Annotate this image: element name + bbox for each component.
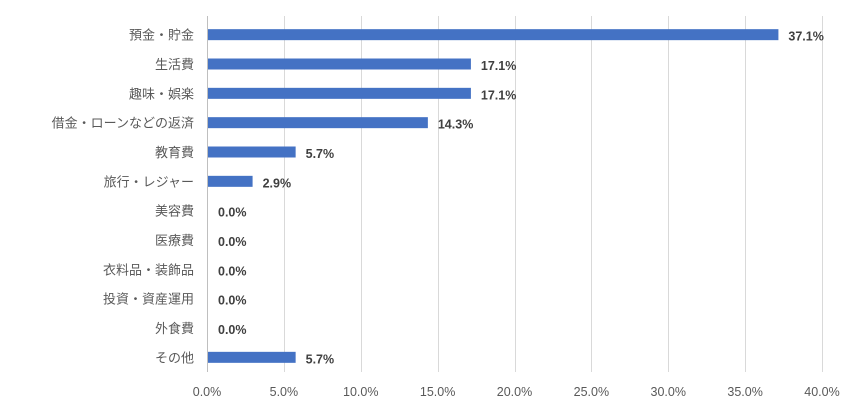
data-label: 17.1% <box>481 88 516 102</box>
x-tick-label: 15.0% <box>420 385 455 399</box>
x-tick-labels: 0.0% 5.0% 10.0% 15.0% 20.0% 25.0% 30.0% 35.0% 40… <box>193 385 840 399</box>
bar <box>208 29 779 41</box>
bar <box>208 117 428 129</box>
category-label: 投資・資産運用 <box>103 292 194 308</box>
data-label: 17.1% <box>481 59 516 73</box>
category-labels: 預金・貯金生活費趣味・娯楽借金・ローンなどの返済教育費旅行・レジャー美容費医療費… <box>52 28 194 367</box>
data-label: 0.0% <box>218 294 247 308</box>
data-label: 0.0% <box>218 323 247 337</box>
category-label: 預金・貯金 <box>129 28 194 44</box>
x-tick-label: 25.0% <box>574 385 609 399</box>
x-tick-label: 30.0% <box>651 385 686 399</box>
category-label: 衣料品・装飾品 <box>103 262 194 278</box>
x-tick-label: 35.0% <box>727 385 762 399</box>
x-tick-label: 10.0% <box>343 385 378 399</box>
data-label: 2.9% <box>263 176 292 190</box>
x-tick-label: 0.0% <box>193 385 222 399</box>
category-label: 美容費 <box>155 204 194 220</box>
bar <box>208 351 296 363</box>
bar <box>208 87 471 99</box>
bar <box>208 146 296 158</box>
data-label: 37.1% <box>788 30 823 44</box>
data-label: 0.0% <box>218 206 247 220</box>
category-label: 教育費 <box>155 145 194 161</box>
bars <box>208 29 779 363</box>
x-tick-label: 5.0% <box>270 385 299 399</box>
category-label: 趣味・娯楽 <box>129 86 194 102</box>
data-label: 0.0% <box>218 264 247 278</box>
category-label: 旅行・レジャー <box>104 175 194 190</box>
category-label: 借金・ローンなどの返済 <box>52 116 194 132</box>
data-label: 0.0% <box>218 235 247 249</box>
category-label: 生活費 <box>155 58 194 73</box>
category-label: その他 <box>155 351 194 366</box>
data-label: 14.3% <box>438 118 473 132</box>
gridlines <box>207 16 823 372</box>
category-label: 医療費 <box>155 234 194 249</box>
data-labels: 37.1% 17.1% 17.1% 14.3% 5.7% 2.9% 0.0% 0.0% 0.0%… <box>218 30 824 367</box>
x-tick-label: 40.0% <box>804 385 839 399</box>
data-label: 5.7% <box>306 352 335 366</box>
x-tick-label: 20.0% <box>497 385 532 399</box>
bar <box>208 58 471 70</box>
category-label: 外食費 <box>155 321 194 337</box>
data-label: 5.7% <box>306 147 335 161</box>
bar <box>208 175 253 187</box>
